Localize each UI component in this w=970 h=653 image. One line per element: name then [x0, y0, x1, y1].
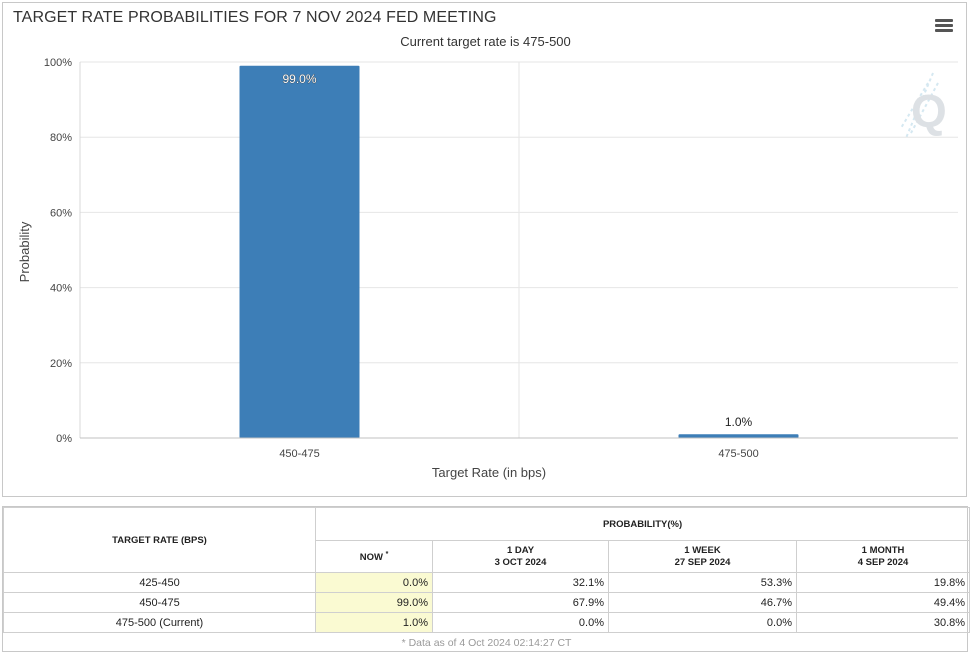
x-axis-title: Target Rate (in bps) — [432, 465, 546, 480]
table-footnote: * Data as of 4 Oct 2024 02:14:27 CT — [401, 636, 572, 649]
now-header-mark: * — [385, 550, 389, 558]
now-header-label: NOW — [359, 552, 383, 564]
bar — [678, 434, 799, 438]
y-axis-title: Probability — [17, 221, 32, 282]
probability-table-panel: TARGET RATE (BPS) PROBABILITY(%) NOW * 1… — [2, 506, 970, 653]
one-day-header-line2: 3 OCT 2024 — [494, 556, 547, 568]
x-tick-label: 450-475 — [279, 448, 319, 460]
svg-text:Q: Q — [911, 85, 947, 137]
chart-svg: 0% 20% 40% 60% 80% 100% Q 450-475 99.0% 475-500 1.… — [17, 57, 958, 480]
one-month-header: 1 MONTH 4 SEP 2024 — [795, 540, 970, 573]
table-row: 425-450 0.0% 32.1% 53.3% 19.8% — [3, 572, 970, 593]
one-week-header-line2: 27 SEP 2024 — [674, 556, 731, 568]
chart-panel: 0% 20% 40% 60% 80% 100% Q 450-475 99.0% 475-500 1.… — [2, 2, 967, 497]
chart-subtitle: Current target rate is 475-500 — [400, 34, 571, 49]
now-cell: 0.0% — [315, 572, 433, 593]
rate-cell: 450-475 — [3, 592, 316, 613]
one-day-cell: 32.1% — [432, 572, 609, 593]
data-label: 1.0% — [725, 415, 753, 429]
one-month-cell: 19.8% — [795, 572, 970, 593]
y-tick-label: 60% — [50, 207, 72, 219]
now-cell: 99.0% — [315, 592, 433, 613]
one-week-cell: 46.7% — [608, 592, 797, 613]
probability-header: PROBABILITY(%) — [314, 507, 970, 541]
target-rate-header: TARGET RATE (BPS) — [3, 507, 316, 573]
one-week-header: 1 WEEK 27 SEP 2024 — [608, 540, 797, 573]
now-header: NOW * — [315, 540, 433, 573]
y-tick-label: 80% — [50, 132, 72, 144]
one-week-cell: 53.3% — [608, 572, 797, 593]
data-label: 99.0% — [282, 72, 316, 86]
q-logo-icon: Q — [900, 72, 947, 139]
rate-cell: 475-500 (Current) — [3, 612, 316, 633]
one-month-header-line2: 4 SEP 2024 — [857, 556, 909, 568]
y-tick-label: 40% — [50, 283, 72, 295]
y-tick-label: 20% — [50, 358, 72, 370]
one-month-header-line1: 1 MONTH — [861, 544, 905, 556]
one-week-header-line1: 1 WEEK — [684, 544, 721, 556]
one-day-cell: 0.0% — [432, 612, 609, 633]
hamburger-menu-icon[interactable] — [935, 19, 953, 33]
one-day-header-line1: 1 DAY — [506, 544, 535, 556]
one-day-header: 1 DAY 3 OCT 2024 — [432, 540, 609, 573]
y-tick-label: 0% — [56, 433, 72, 445]
table-row: 450-475 99.0% 67.9% 46.7% 49.4% — [3, 592, 970, 613]
table-row: 475-500 (Current) 1.0% 0.0% 0.0% 30.8% — [3, 612, 970, 633]
x-tick-label: 475-500 — [718, 448, 758, 460]
one-month-cell: 30.8% — [795, 612, 970, 633]
now-cell: 1.0% — [315, 612, 433, 633]
one-month-cell: 49.4% — [795, 592, 970, 613]
y-tick-label: 100% — [44, 57, 72, 69]
one-week-cell: 0.0% — [608, 612, 797, 633]
bar — [239, 65, 360, 438]
one-day-cell: 67.9% — [432, 592, 609, 613]
rate-cell: 425-450 — [3, 572, 316, 593]
probability-table: TARGET RATE (BPS) PROBABILITY(%) NOW * 1… — [3, 507, 970, 653]
chart-title: TARGET RATE PROBABILITIES FOR 7 NOV 2024… — [13, 9, 497, 26]
